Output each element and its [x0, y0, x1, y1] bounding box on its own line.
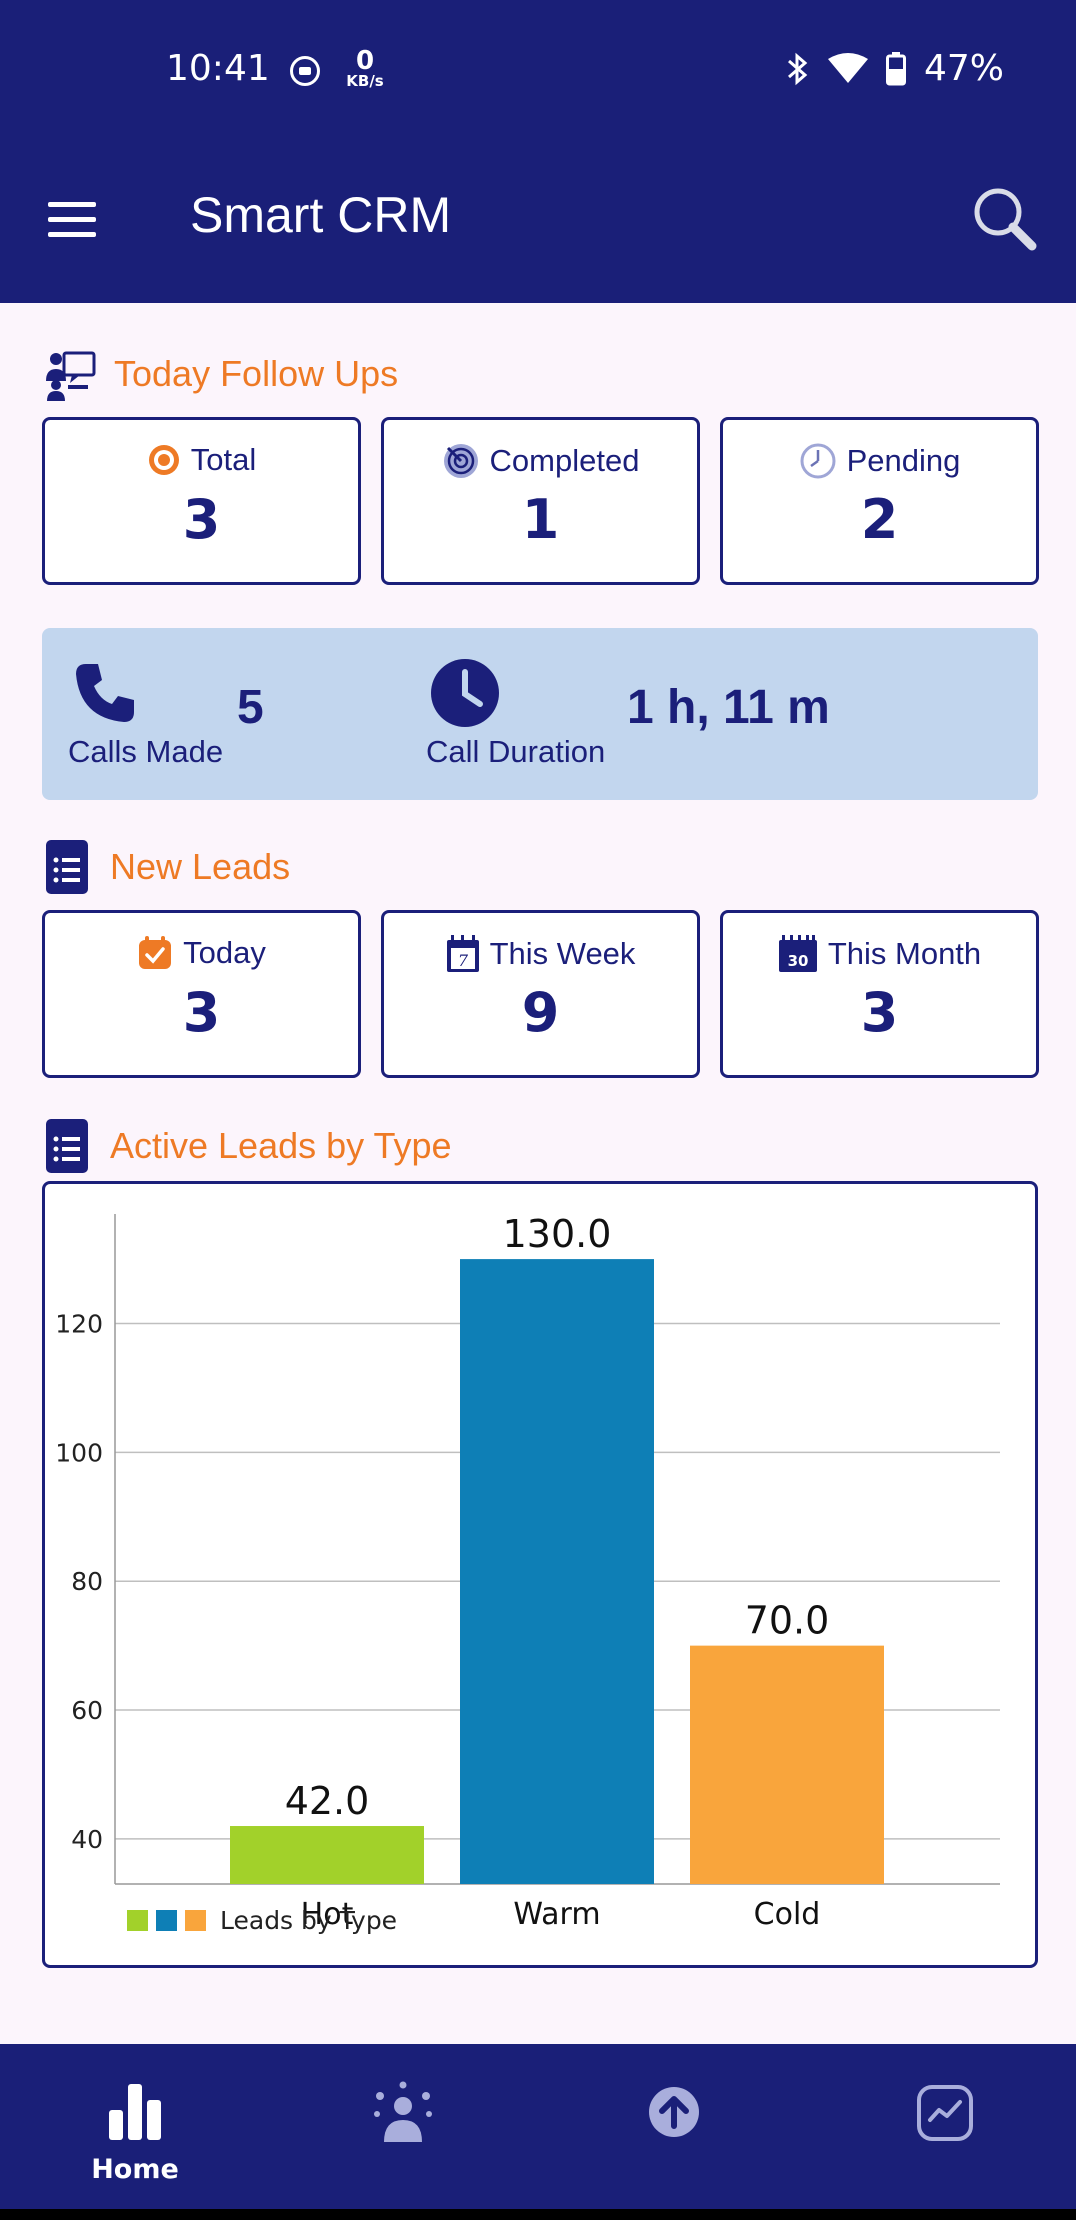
x-tick-label: Warm: [513, 1897, 600, 1932]
search-icon[interactable]: [970, 184, 1040, 254]
calendar-7-icon: 7: [446, 935, 479, 972]
leads-today-card[interactable]: Today 3: [42, 910, 361, 1078]
clock-icon: [800, 443, 836, 479]
net-speed-value: 0: [355, 46, 375, 76]
legend-label: Leads by Type: [220, 1906, 397, 1935]
bar-cold: [690, 1645, 884, 1884]
app-bar: Smart CRM: [0, 140, 1076, 303]
x-tick-label: Hot: [301, 1897, 354, 1932]
legend-swatch: [156, 1910, 177, 1931]
wifi-icon: [827, 52, 868, 83]
y-tick-label: 80: [71, 1567, 103, 1596]
nav-leads[interactable]: [328, 2044, 478, 2209]
calls-summary-panel[interactable]: Calls Made 5 Call Duration 1 h, 11 m: [42, 628, 1038, 800]
call-duration-value: 1 h, 11 m: [627, 681, 830, 734]
radar-icon: [443, 444, 478, 478]
status-right: 47%: [786, 48, 1004, 89]
meeting-icon: [46, 351, 96, 401]
upload-icon: [649, 2087, 699, 2137]
gesture-bar: [0, 2209, 1076, 2220]
status-bar: 10:41 0 KB/s 47%: [0, 0, 1076, 140]
bar-hot: [230, 1826, 424, 1884]
y-tick-label: 120: [55, 1310, 103, 1339]
data-label: 70.0: [745, 1599, 830, 1643]
data-label: 130.0: [503, 1212, 612, 1256]
legend-swatch: [185, 1910, 206, 1931]
new-leads-title: New Leads: [110, 846, 291, 887]
follow-up-total-card[interactable]: Total 3: [42, 417, 361, 585]
net-speed: 0 KB/s: [340, 48, 390, 89]
active-leads-title: Active Leads by Type: [110, 1125, 452, 1166]
battery-icon: [885, 51, 906, 85]
app-title: Smart CRM: [190, 187, 452, 243]
top-bar: 10:41 0 KB/s 47% Smart CRM: [0, 0, 1076, 303]
follow-ups-header: Today Follow Ups: [42, 347, 398, 401]
bottom-navigation: Home: [0, 2044, 1076, 2209]
list-document-icon: [46, 1119, 88, 1173]
calendar-30-icon: 30: [778, 935, 817, 972]
y-tick-label: 100: [55, 1438, 103, 1467]
leads-this-week-card[interactable]: 7 This Week 9: [381, 910, 700, 1078]
calls-made-value: 5: [237, 681, 264, 734]
follow-ups-title: Today Follow Ups: [114, 353, 399, 394]
screen-record-icon: [290, 56, 320, 86]
leads-bar-chart: 40 60 80 100 120 42.0 Hot 130.0 Warm 70.0 Cold Lead…: [55, 1212, 1000, 1935]
bar-warm: [460, 1259, 654, 1884]
menu-button[interactable]: [44, 192, 100, 248]
follow-up-pending-card[interactable]: Pending 2: [720, 417, 1039, 585]
calls-made-label: Calls Made: [68, 734, 224, 769]
card-value: 3: [182, 488, 221, 551]
card-label: Total: [190, 442, 257, 477]
leads-this-month-card[interactable]: 30 This Month 3: [720, 910, 1039, 1078]
list-document-icon: [46, 840, 88, 894]
new-leads-header: New Leads: [42, 838, 290, 896]
leads-chart-card: 40 60 80 100 120 42.0 Hot 130.0 Warm 70.0 Cold Lead…: [42, 1181, 1038, 1968]
battery-percent: 47%: [923, 48, 1004, 89]
card-label: This Month: [827, 936, 982, 971]
target-icon: [148, 445, 179, 475]
bar-chart-icon: [109, 2084, 161, 2140]
card-value: 9: [521, 981, 560, 1044]
people-icon: [374, 2081, 432, 2142]
x-tick-label: Cold: [754, 1897, 821, 1932]
nav-home[interactable]: Home: [60, 2044, 210, 2209]
card-label: Today: [183, 935, 266, 970]
card-value: 3: [182, 981, 221, 1044]
y-tick-label: 60: [71, 1696, 103, 1725]
nav-home-label: Home: [91, 2154, 179, 2185]
card-value: 1: [521, 488, 560, 551]
data-label: 42.0: [285, 1779, 370, 1823]
calendar-check-icon: [139, 936, 172, 969]
card-value: 3: [860, 981, 899, 1044]
card-label: This Week: [489, 936, 636, 971]
trend-icon: [917, 2085, 973, 2141]
bluetooth-icon: [787, 52, 808, 85]
call-duration-label: Call Duration: [426, 734, 606, 769]
follow-up-completed-card[interactable]: Completed 1: [381, 417, 700, 585]
clock-filled-icon: [431, 659, 499, 727]
card-label: Completed: [489, 443, 640, 478]
nav-reports[interactable]: [870, 2044, 1020, 2209]
net-speed-unit: KB/s: [346, 72, 384, 90]
status-time: 10:41: [166, 48, 270, 89]
active-leads-header: Active Leads by Type: [42, 1117, 452, 1175]
phone-icon: [76, 664, 134, 722]
legend-swatch: [127, 1910, 148, 1931]
nav-upload[interactable]: [598, 2044, 748, 2209]
calendar-month-number: 30: [787, 952, 808, 970]
card-label: Pending: [846, 443, 961, 478]
card-value: 2: [860, 488, 899, 551]
calendar-week-number: 7: [457, 951, 468, 970]
y-tick-label: 40: [71, 1825, 103, 1854]
